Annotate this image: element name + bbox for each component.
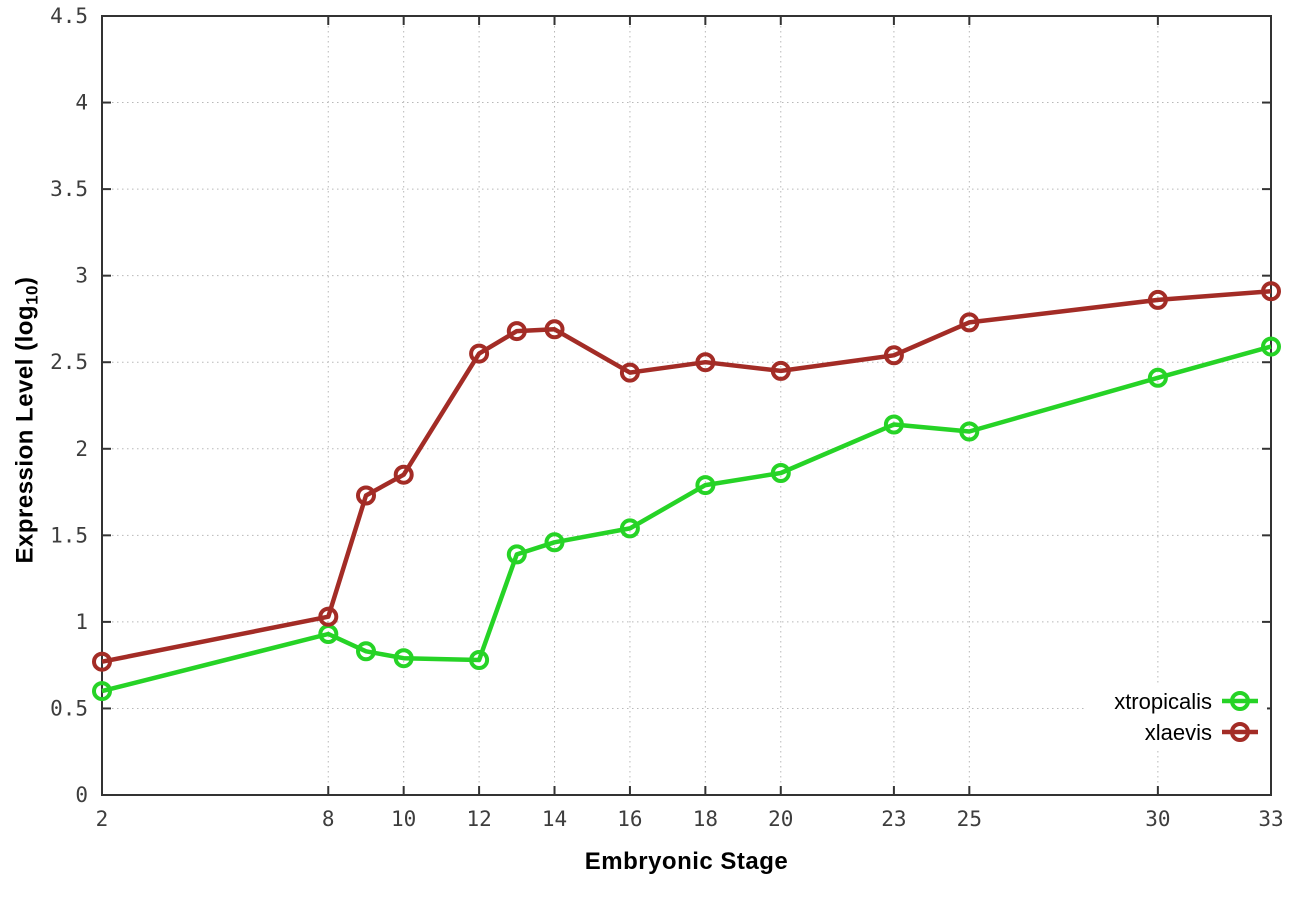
data-point-xtropicalis xyxy=(92,681,112,702)
series-xtropicalis xyxy=(92,336,1281,702)
y-tick-label: 3 xyxy=(75,264,88,288)
data-point-xlaevis xyxy=(318,606,339,627)
data-point-xtropicalis xyxy=(506,544,527,565)
y-axis-title-subscript: 10 xyxy=(22,285,42,305)
data-point-xtropicalis xyxy=(695,475,716,496)
data-point-xlaevis xyxy=(393,464,414,485)
y-tick-label: 3.5 xyxy=(50,177,88,201)
legend-marker-xlaevis xyxy=(1230,722,1250,742)
x-tick-label: 10 xyxy=(391,807,416,831)
y-tick-label: 4 xyxy=(75,91,88,115)
y-tick-label: 2 xyxy=(75,437,88,461)
y-tick-label: 2.5 xyxy=(50,350,88,374)
y-axis-title-text: Expression Level (log xyxy=(11,304,39,564)
y-axis-title: Expression Level (log10) xyxy=(12,277,43,564)
data-point-xtropicalis xyxy=(1261,336,1281,357)
data-point-xlaevis xyxy=(356,485,376,506)
series-line-xtropicalis xyxy=(101,344,1272,694)
data-point-xlaevis xyxy=(883,345,904,366)
data-point-xtropicalis xyxy=(356,641,376,662)
data-point-xlaevis xyxy=(959,312,980,333)
data-point-xlaevis xyxy=(770,360,791,381)
y-axis-title-suffix: ) xyxy=(11,276,39,286)
x-tick-label: 8 xyxy=(322,807,335,831)
data-point-xlaevis xyxy=(469,343,490,364)
series-xlaevis xyxy=(92,281,1281,672)
x-tick-label: 2 xyxy=(96,807,109,831)
data-point-xtropicalis xyxy=(1147,367,1168,388)
gridlines xyxy=(102,16,1271,795)
data-point-xlaevis xyxy=(619,362,640,383)
data-point-xlaevis xyxy=(544,319,565,340)
x-tick-label: 25 xyxy=(957,807,982,831)
x-tick-label: 23 xyxy=(881,807,906,831)
data-point-xlaevis xyxy=(1261,281,1281,302)
data-point-xtropicalis xyxy=(544,532,565,553)
data-point-xtropicalis xyxy=(393,648,414,669)
x-axis-title: Embryonic Stage xyxy=(584,848,789,875)
legend-marker-xtropicalis xyxy=(1230,691,1250,711)
x-tick-label: 16 xyxy=(617,807,642,831)
x-tick-label: 20 xyxy=(768,807,793,831)
y-tick-label: 4.5 xyxy=(50,4,88,28)
x-tick-label: 12 xyxy=(466,807,491,831)
legend: xtropicalis xlaevis xyxy=(1114,689,1258,745)
plot-border xyxy=(101,15,1272,796)
legend-entry-xlaevis: xlaevis xyxy=(1145,720,1258,745)
x-tick-label: 14 xyxy=(542,807,567,831)
data-point-xlaevis xyxy=(1147,289,1168,310)
data-point-xlaevis xyxy=(506,321,527,342)
x-tick-label: 18 xyxy=(693,807,718,831)
data-point-xtropicalis xyxy=(770,463,791,483)
legend-label-xtropicalis: xtropicalis xyxy=(1114,689,1212,714)
y-tick-label: 1.5 xyxy=(50,523,88,547)
data-point-xtropicalis xyxy=(619,518,640,539)
data-point-xlaevis xyxy=(92,651,112,672)
x-tick-label: 33 xyxy=(1258,807,1283,831)
data-point-xtropicalis xyxy=(883,414,904,435)
axis-tick-marks xyxy=(101,15,1272,796)
y-tick-label: 1 xyxy=(75,610,88,634)
y-tick-labels: 0 0.5 1 1.5 2 2.5 3 3.5 4 4.5 xyxy=(50,4,88,807)
x-tick-label: 30 xyxy=(1145,807,1170,831)
legend-entry-xtropicalis: xtropicalis xyxy=(1114,689,1258,714)
data-point-xtropicalis xyxy=(469,650,490,670)
x-tick-labels: 2 8 10 12 14 16 18 20 23 25 30 33 xyxy=(96,807,1284,831)
legend-label-xlaevis: xlaevis xyxy=(1145,720,1212,745)
data-point-xlaevis xyxy=(695,352,716,373)
series-line-xlaevis xyxy=(101,288,1272,664)
y-tick-label: 0 xyxy=(75,783,88,807)
y-tick-label: 0.5 xyxy=(50,696,88,720)
data-point-xtropicalis xyxy=(959,421,980,442)
